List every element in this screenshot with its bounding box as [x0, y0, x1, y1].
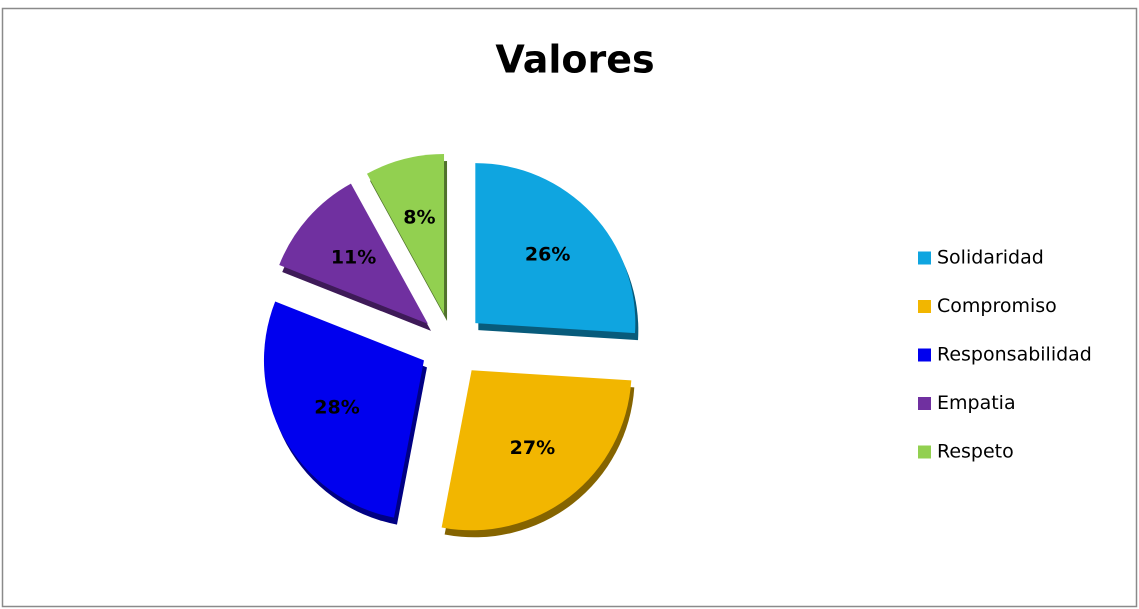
slice: [366, 154, 445, 315]
data-label: 11%: [331, 247, 376, 269]
legend-swatch: [918, 397, 931, 410]
data-label: 27%: [510, 437, 555, 459]
slice: [263, 301, 424, 518]
slice: [475, 163, 636, 334]
legend-swatch: [918, 300, 931, 313]
legend-label: Empatia: [937, 392, 1016, 414]
legend-swatch: [918, 251, 931, 265]
chart-title: Valores: [495, 38, 654, 82]
legend-label: Solidaridad: [937, 247, 1044, 269]
legend-label: Responsabilidad: [937, 344, 1092, 366]
data-label: 8%: [403, 206, 435, 228]
slice: [441, 370, 632, 531]
legend-label: Respeto: [937, 441, 1014, 463]
legend-swatch: [918, 445, 931, 459]
slice: [279, 183, 428, 324]
data-label: 28%: [314, 397, 359, 419]
legend-swatch: [918, 348, 931, 362]
legend-label: Compromiso: [937, 295, 1057, 317]
data-label: 26%: [525, 244, 570, 266]
